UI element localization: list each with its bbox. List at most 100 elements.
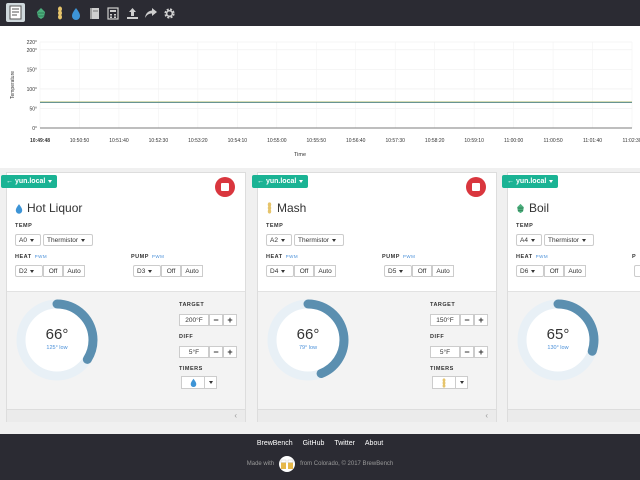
temp-pin-value: A0 xyxy=(19,237,27,244)
timers-label: TIMERS xyxy=(430,366,454,372)
x-tick-label: 10:52:30 xyxy=(149,138,169,144)
x-tick-label: 11:01:40 xyxy=(583,138,602,144)
heat-pin-select[interactable]: D2 xyxy=(15,265,43,277)
pump-auto-button[interactable]: Auto xyxy=(432,265,454,277)
x-tick-label: 10:55:50 xyxy=(307,138,327,144)
target-minus-button[interactable]: − xyxy=(209,314,223,326)
y-tick-label: 150° xyxy=(27,67,37,73)
kettle-name[interactable]: Mash xyxy=(277,201,307,215)
diff-plus-button[interactable]: + xyxy=(474,346,488,358)
diff-label: DIFF xyxy=(430,334,445,340)
y-tick-label: 220° xyxy=(27,40,37,46)
stop-button[interactable] xyxy=(466,177,486,197)
upload-icon[interactable] xyxy=(124,5,140,21)
diff-minus-button[interactable]: − xyxy=(209,346,223,358)
pump-pin-select[interactable]: D3 xyxy=(133,265,161,277)
host-dropdown[interactable]: ← yun.local xyxy=(502,175,559,188)
diff-value[interactable]: 5°F xyxy=(179,346,209,358)
host-dropdown[interactable]: ← yun.local xyxy=(1,175,58,188)
footer-link-github[interactable]: GitHub xyxy=(302,440,325,447)
card-footer: ‹ xyxy=(258,409,496,422)
heat-pwm-toggle[interactable]: PWM xyxy=(285,254,299,259)
y-tick-label: 50° xyxy=(29,106,37,112)
chevron-left-icon[interactable]: ‹ xyxy=(234,411,237,420)
heat-pin-value: D4 xyxy=(270,268,279,275)
footer-link-brewbench[interactable]: BrewBench xyxy=(256,440,293,447)
heat-auto-button[interactable]: Auto xyxy=(314,265,336,277)
pump-pwm-toggle[interactable]: PWM xyxy=(402,254,416,259)
temp-label: TEMP xyxy=(15,223,33,229)
temperature-gauge xyxy=(267,299,349,381)
chevron-left-icon[interactable]: ‹ xyxy=(485,411,488,420)
heat-off-button[interactable]: Off xyxy=(294,265,314,277)
temp-type-value: Thermistor xyxy=(47,237,79,244)
temp-type-select[interactable]: Thermistor xyxy=(544,234,594,246)
hop-icon xyxy=(517,203,524,213)
temp-pin-value: A4 xyxy=(520,237,528,244)
temp-pin-select[interactable]: A4 xyxy=(516,234,542,246)
heat-pin-select[interactable]: D4 xyxy=(266,265,294,277)
book-icon[interactable] xyxy=(86,5,102,21)
pump-pwm-toggle[interactable]: PWM xyxy=(151,254,165,259)
kettle-card-boil: ← yun.local Boil TEMP A4 Thermistor HEAT… xyxy=(502,172,640,422)
gauge-arc xyxy=(267,299,349,381)
x-tick-label: 10:51:40 xyxy=(109,138,129,144)
grain-icon xyxy=(267,202,272,214)
temp-type-select[interactable]: Thermistor xyxy=(43,234,93,246)
heat-label: HEAT PWM xyxy=(516,254,548,260)
heat-pin-value: D2 xyxy=(19,268,28,275)
pump-off-button[interactable]: Off xyxy=(161,265,181,277)
stop-button[interactable] xyxy=(215,177,235,197)
pump-auto-button[interactable]: Auto xyxy=(181,265,203,277)
share-icon[interactable] xyxy=(143,5,159,21)
diff-minus-button[interactable]: − xyxy=(460,346,474,358)
temp-type-select[interactable]: Thermistor xyxy=(294,234,344,246)
x-tick-label: 10:55:00 xyxy=(267,138,287,144)
y-tick-label: 0° xyxy=(32,126,37,132)
timers-dropdown[interactable] xyxy=(432,376,468,389)
grain-icon[interactable] xyxy=(52,5,68,21)
footer-link-about[interactable]: About xyxy=(364,440,384,447)
target-minus-button[interactable]: − xyxy=(460,314,474,326)
timers-dropdown[interactable] xyxy=(181,376,217,389)
heat-pwm-toggle[interactable]: PWM xyxy=(34,254,48,259)
current-temp: 66° xyxy=(296,326,320,343)
target-value[interactable]: 200°F xyxy=(179,314,209,326)
kettle-cards: ← yun.local Hot Liquor TEMP A0 Thermisto… xyxy=(0,168,640,434)
x-axis-label: Time xyxy=(294,152,306,158)
water-drop-icon xyxy=(15,203,23,214)
temp-pin-select[interactable]: A2 xyxy=(266,234,292,246)
calculator-icon[interactable] xyxy=(105,5,121,21)
stop-icon xyxy=(221,183,229,191)
gear-icon[interactable] xyxy=(161,5,177,21)
temp-pin-select[interactable]: A0 xyxy=(15,234,41,246)
heat-off-button[interactable]: Off xyxy=(43,265,63,277)
kettle-name[interactable]: Hot Liquor xyxy=(27,201,83,215)
pump-pin-select[interactable] xyxy=(634,265,640,277)
pump-off-button[interactable]: Off xyxy=(412,265,432,277)
kettle-name[interactable]: Boil xyxy=(529,201,550,215)
pump-pin-value: D5 xyxy=(388,268,397,275)
target-plus-button[interactable]: + xyxy=(474,314,488,326)
pump-label: PUMP PWM xyxy=(131,254,164,260)
temp-diff-text: 79° low xyxy=(298,345,318,351)
pump-label-text: PUMP xyxy=(131,254,149,260)
heat-auto-button[interactable]: Auto xyxy=(564,265,586,277)
heat-auto-button[interactable]: Auto xyxy=(63,265,85,277)
diff-plus-button[interactable]: + xyxy=(223,346,237,358)
water-drop-icon[interactable] xyxy=(68,5,84,21)
pump-pin-select[interactable]: D5 xyxy=(384,265,412,277)
host-dropdown[interactable]: ← yun.local xyxy=(252,175,309,188)
diff-value[interactable]: 5°F xyxy=(430,346,460,358)
gauge-arc xyxy=(16,299,98,381)
brewbench-logo-icon[interactable] xyxy=(6,3,25,22)
heat-pin-select[interactable]: D6 xyxy=(516,265,544,277)
heat-off-button[interactable]: Off xyxy=(544,265,564,277)
temp-type-value: Thermistor xyxy=(548,237,580,244)
target-plus-button[interactable]: + xyxy=(223,314,237,326)
footer-link-twitter[interactable]: Twitter xyxy=(334,440,355,447)
target-value[interactable]: 150°F xyxy=(430,314,460,326)
hop-icon[interactable] xyxy=(33,5,49,21)
heat-pwm-toggle[interactable]: PWM xyxy=(535,254,549,259)
stop-icon xyxy=(472,183,480,191)
